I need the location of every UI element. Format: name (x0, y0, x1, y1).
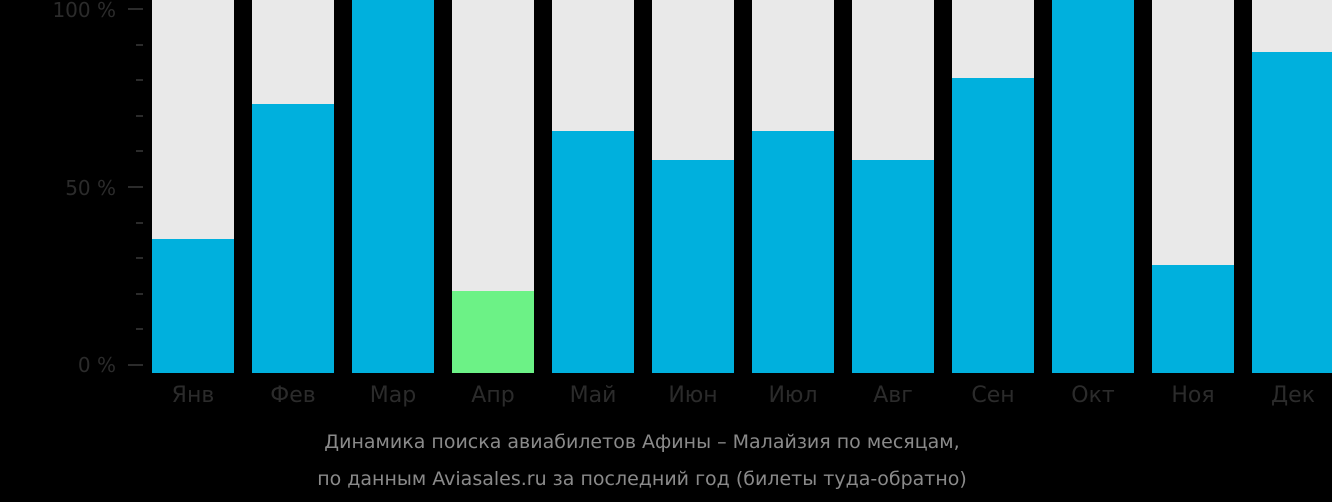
bar-fill (952, 78, 1034, 373)
x-tick-label: Апр (471, 383, 515, 408)
x-tick-label: Фев (270, 383, 316, 408)
bar-2 (352, 0, 434, 373)
x-tick-label: Авг (873, 383, 913, 408)
y-tick-mark (128, 8, 143, 10)
x-tick-label: Дек (1270, 383, 1315, 408)
y-tick-mark (136, 292, 143, 295)
y-tick-mark (128, 364, 143, 366)
bar-fill (1252, 52, 1332, 373)
bar-11 (1252, 0, 1332, 373)
y-tick-mark (128, 186, 143, 188)
y-tick-label-100: 100 % (52, 0, 116, 22)
bar-4 (552, 0, 634, 373)
bar-fill (1052, 0, 1134, 373)
bar-fill (252, 104, 334, 373)
bar-fill (152, 238, 234, 373)
bar-fill (752, 130, 834, 373)
bar-0 (152, 0, 234, 373)
bar-fill (552, 130, 634, 373)
y-tick-mark (136, 43, 143, 46)
bar-1 (252, 0, 334, 373)
x-tick-label: Июн (668, 383, 718, 408)
x-tick-label: Май (569, 383, 617, 408)
x-tick-label: Мар (369, 383, 417, 408)
y-tick-label-50: 50 % (65, 176, 116, 200)
y-tick-mark (136, 328, 143, 331)
bar-fill (1152, 264, 1234, 373)
x-tick-label: Янв (171, 383, 215, 408)
bar-8 (952, 0, 1034, 373)
chart-title: Динамика поиска авиабилетов Афины – Мала… (324, 431, 960, 453)
x-tick-label: Сен (971, 383, 1015, 408)
x-tick-label: Июл (768, 383, 818, 408)
y-tick-mark (136, 150, 143, 153)
x-tick-label: Ноя (1171, 383, 1215, 408)
bar-7 (852, 0, 934, 373)
bar-3 (452, 0, 534, 373)
chart-subtitle: по данным Aviasales.ru за последний год … (317, 468, 967, 490)
bar-fill (652, 160, 734, 373)
y-tick-mark (136, 79, 143, 82)
bar-10 (1152, 0, 1234, 373)
bar-fill (352, 0, 434, 373)
y-tick-mark (136, 114, 143, 117)
bar-fill (452, 290, 534, 373)
bar-6 (752, 0, 834, 373)
bar-fill (852, 160, 934, 373)
bar-9 (1052, 0, 1134, 373)
y-tick-label-0: 0 % (77, 353, 116, 377)
y-tick-mark (136, 257, 143, 260)
x-tick-label: Окт (1071, 383, 1115, 408)
y-tick-mark (136, 221, 143, 224)
bar-5 (652, 0, 734, 373)
